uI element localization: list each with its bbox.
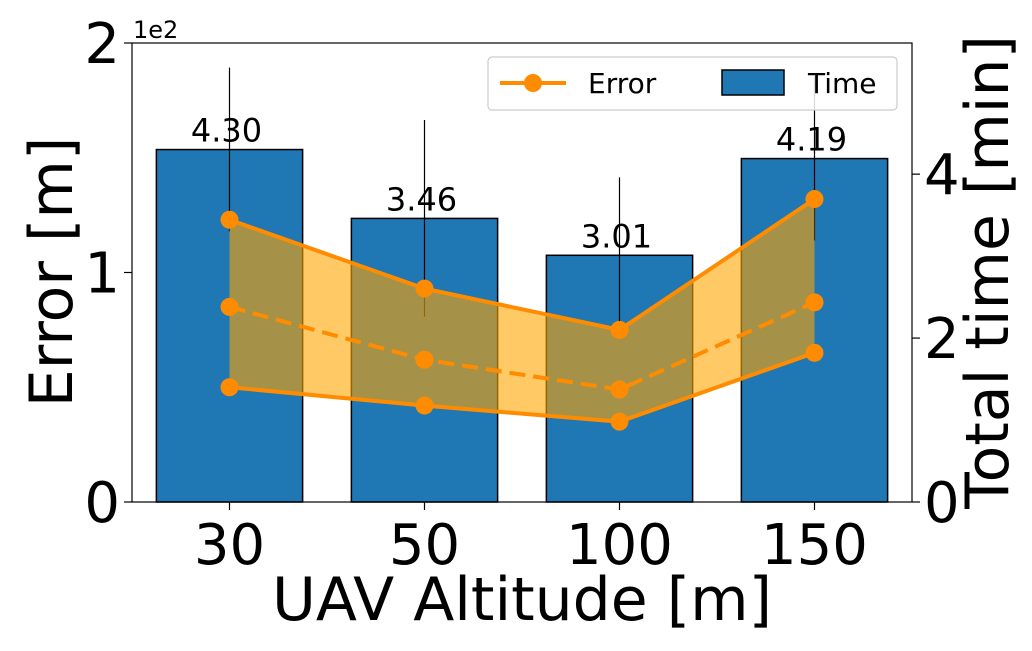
bar-value-label-150: 4.19 [776,121,847,159]
error-upper-point-50 [415,279,434,298]
error-lower-point-30 [220,378,239,397]
error-upper-line [228,197,816,333]
error-mean-point-100 [610,380,629,399]
left-axis-offset-text: 1e2 [133,16,178,44]
x-tick-label-100: 100 [566,513,673,578]
bar-value-label-100: 3.01 [581,217,652,255]
right-y-tick-label-0: 0 [924,471,960,536]
error-lower-point-50 [415,396,434,415]
left-y-tick-label-100: 1 [84,242,120,307]
left-y-tick-label-0: 0 [84,471,120,536]
bar-value-label-50: 3.46 [386,180,457,218]
legend: Error Time [487,56,898,111]
error-lower-line [229,350,816,424]
x-axis-label: UAV Altitude [m] [272,565,772,635]
x-tick-label-150: 150 [761,513,868,578]
error-mean-point-50 [415,350,434,369]
axes-layer: 0 1 2 0 2 4 30 50 100 150 [84,12,959,578]
x-tick-label-30: 30 [194,513,265,578]
left-y-tick-label-200: 2 [84,12,120,77]
legend-frame [487,56,898,111]
bar-value-labels: 4.30 3.46 3.01 4.19 [191,112,847,256]
legend-error-label: Error [588,67,657,100]
error-lines-layer [220,190,824,431]
error-mean-point-150 [805,293,824,312]
bar-value-label-30: 4.30 [191,112,262,150]
error-upper-point-30 [220,210,239,229]
error-mean-point-30 [220,297,239,316]
right-y-tick-label-4: 4 [924,143,960,208]
error-upper-point-100 [610,320,629,339]
error-lower-point-150 [805,343,824,362]
error-upper-point-150 [805,190,824,209]
right-y-tick-label-2: 2 [924,307,960,372]
error-mean-line [228,300,816,392]
legend-error-marker [524,74,542,92]
left-y-axis-label: Error [m] [17,137,87,408]
x-tick-label-50: 50 [389,513,460,578]
legend-time-swatch [721,69,785,96]
legend-time-label: Time [807,67,877,100]
right-y-axis-label: Total time [min] [953,35,1023,510]
error-lower-point-100 [610,412,629,431]
